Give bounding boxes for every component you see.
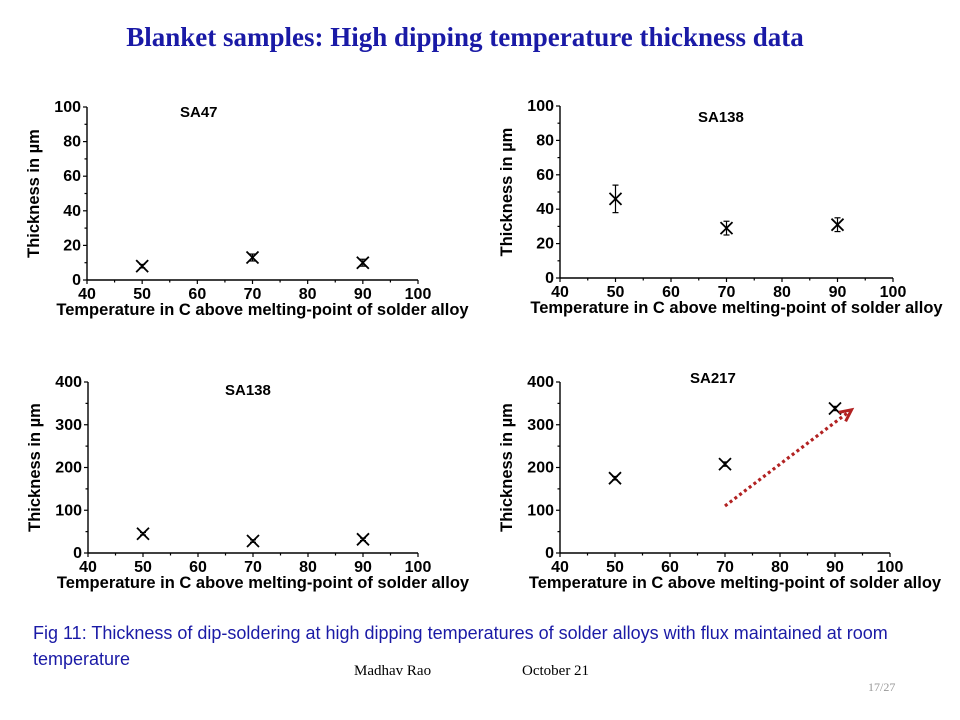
chart-sa138-bottom: 40 50 60 70 80 90 100 0 100 200 300 400 Temperature … bbox=[26, 374, 470, 592]
x-tick-label: 60 bbox=[188, 286, 206, 303]
y-tick-label: 80 bbox=[536, 132, 554, 149]
x-tick-label: 70 bbox=[718, 284, 736, 301]
x-tick-label: 70 bbox=[716, 559, 734, 576]
x-tick-label: 90 bbox=[354, 559, 372, 576]
x-axis-label: Temperature in C above melting-point of … bbox=[56, 301, 469, 319]
data-point bbox=[245, 250, 260, 265]
chart-title: SA47 bbox=[180, 104, 218, 121]
figure-caption: Fig 11: Thickness of dip-soldering at hi… bbox=[33, 623, 888, 669]
y-tick-label: 20 bbox=[63, 237, 81, 254]
y-tick-label: 400 bbox=[527, 374, 554, 391]
y-tick-label: 40 bbox=[63, 203, 81, 220]
y-tick-label: 100 bbox=[55, 502, 82, 519]
x-tick-label: 40 bbox=[78, 286, 96, 303]
x-axis-label: Temperature in C above melting-point of … bbox=[57, 574, 470, 592]
trend-arrow-line bbox=[724, 408, 853, 508]
chart-title: SA217 bbox=[690, 370, 736, 387]
x-tick-label: 50 bbox=[133, 286, 151, 303]
x-tick-label: 40 bbox=[79, 559, 97, 576]
data-point bbox=[608, 184, 623, 214]
y-tick-label: 60 bbox=[536, 167, 554, 184]
x-tick-label: 100 bbox=[877, 559, 904, 576]
data-point bbox=[830, 217, 845, 233]
y-tick-label: 300 bbox=[527, 417, 554, 434]
y-tick-label: 0 bbox=[72, 272, 81, 289]
y-tick-label: 300 bbox=[55, 417, 82, 434]
chart-title: SA138 bbox=[698, 109, 744, 126]
x-tick-label: 100 bbox=[880, 284, 907, 301]
data-point bbox=[718, 457, 732, 471]
data-point bbox=[356, 256, 370, 270]
x-tick-label: 60 bbox=[189, 559, 207, 576]
x-tick-label: 70 bbox=[244, 559, 262, 576]
y-tick-label: 200 bbox=[527, 460, 554, 477]
x-tick-label: 100 bbox=[405, 559, 432, 576]
x-axis-label: Temperature in C above melting-point of … bbox=[530, 299, 943, 317]
x-axis-label: Temperature in C above melting-point of … bbox=[529, 574, 942, 592]
y-axis-label: Thickness in µm bbox=[498, 128, 516, 257]
x-tick-label: 40 bbox=[551, 284, 569, 301]
y-axis-label: Thickness in µm bbox=[26, 403, 44, 532]
y-tick-label: 0 bbox=[73, 545, 82, 562]
x-tick-label: 50 bbox=[134, 559, 152, 576]
y-tick-label: 0 bbox=[545, 270, 554, 287]
x-tick-label: 100 bbox=[405, 286, 432, 303]
x-tick-label: 80 bbox=[299, 286, 317, 303]
x-tick-label: 90 bbox=[354, 286, 372, 303]
x-tick-label: 80 bbox=[299, 559, 317, 576]
x-tick-label: 50 bbox=[606, 559, 624, 576]
chart-sa217: 40 50 60 70 80 90 100 0 100 200 300 400 Temperature … bbox=[498, 370, 942, 592]
data-point bbox=[136, 527, 150, 541]
slide-title: Blanket samples: High dipping temperatur… bbox=[126, 22, 804, 52]
trend-arrow-head bbox=[838, 407, 855, 423]
x-tick-label: 60 bbox=[661, 559, 679, 576]
data-point bbox=[356, 532, 370, 546]
data-point bbox=[246, 534, 260, 548]
footer-author: Madhav Rao bbox=[354, 663, 432, 679]
data-point bbox=[608, 471, 622, 485]
x-tick-label: 60 bbox=[662, 284, 680, 301]
y-tick-label: 200 bbox=[55, 460, 82, 477]
chart-title: SA138 bbox=[225, 382, 271, 399]
page-number: 17/27 bbox=[868, 680, 896, 694]
y-tick-label: 400 bbox=[55, 374, 82, 391]
x-tick-label: 80 bbox=[771, 559, 789, 576]
trend-arrow bbox=[724, 407, 855, 508]
x-tick-label: 50 bbox=[607, 284, 625, 301]
data-point bbox=[135, 259, 149, 273]
data-point bbox=[719, 220, 734, 236]
x-tick-label: 80 bbox=[773, 284, 791, 301]
y-tick-label: 100 bbox=[527, 98, 554, 115]
footer-date: October 21 bbox=[522, 663, 590, 679]
x-tick-label: 40 bbox=[551, 559, 569, 576]
x-tick-label: 90 bbox=[826, 559, 844, 576]
y-tick-label: 80 bbox=[63, 134, 81, 151]
x-tick-label: 90 bbox=[829, 284, 847, 301]
y-tick-label: 100 bbox=[54, 99, 81, 116]
y-tick-label: 0 bbox=[545, 545, 554, 562]
y-tick-label: 20 bbox=[536, 236, 554, 253]
x-tick-label: 70 bbox=[244, 286, 262, 303]
y-tick-label: 40 bbox=[536, 201, 554, 218]
y-axis-label: Thickness in µm bbox=[25, 129, 43, 258]
y-tick-label: 100 bbox=[527, 502, 554, 519]
y-axis-label: Thickness in µm bbox=[498, 403, 516, 532]
y-tick-label: 60 bbox=[63, 168, 81, 185]
